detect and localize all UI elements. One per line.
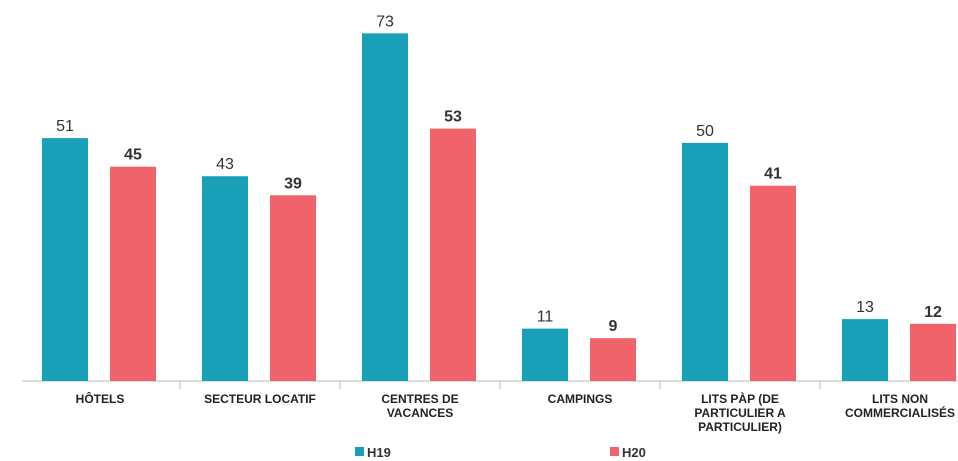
bar bbox=[750, 185, 796, 381]
value-label: 45 bbox=[124, 147, 142, 164]
value-label: 73 bbox=[376, 13, 394, 30]
value-label: 43 bbox=[216, 156, 234, 173]
x-tick-label: LITS NON COMMERCIALISÉS bbox=[844, 392, 955, 420]
bar bbox=[270, 195, 316, 381]
bar bbox=[682, 142, 728, 381]
bar bbox=[842, 319, 888, 381]
x-tick-label: SECTEUR LOCATIF bbox=[204, 392, 316, 406]
value-label: 53 bbox=[444, 109, 462, 126]
bar bbox=[430, 128, 476, 381]
value-label: 39 bbox=[284, 175, 302, 192]
x-tick-label: CENTRES DE VACANCES bbox=[381, 392, 459, 420]
value-label: 51 bbox=[56, 118, 74, 135]
value-label: 41 bbox=[764, 166, 782, 183]
bar bbox=[522, 328, 568, 381]
value-label: 50 bbox=[696, 123, 714, 140]
bar bbox=[590, 338, 636, 381]
x-tick-label: LITS PÀP (DE PARTICULIER A PARTICULIER) bbox=[694, 392, 786, 434]
bar bbox=[910, 323, 956, 381]
bar bbox=[362, 33, 408, 382]
legend-swatch bbox=[355, 447, 364, 456]
value-label: 9 bbox=[609, 318, 618, 335]
value-label: 12 bbox=[924, 304, 942, 321]
value-label: 13 bbox=[856, 299, 874, 316]
legend-label: H20 bbox=[622, 445, 646, 460]
x-tick-label: HÔTELS bbox=[75, 392, 125, 406]
value-label: 11 bbox=[537, 309, 554, 326]
bar bbox=[110, 166, 156, 381]
bar bbox=[202, 176, 248, 381]
legend-label: H19 bbox=[367, 445, 391, 460]
x-tick-label: CAMPINGS bbox=[547, 392, 613, 406]
bar bbox=[42, 138, 88, 381]
legend-swatch bbox=[610, 447, 619, 456]
